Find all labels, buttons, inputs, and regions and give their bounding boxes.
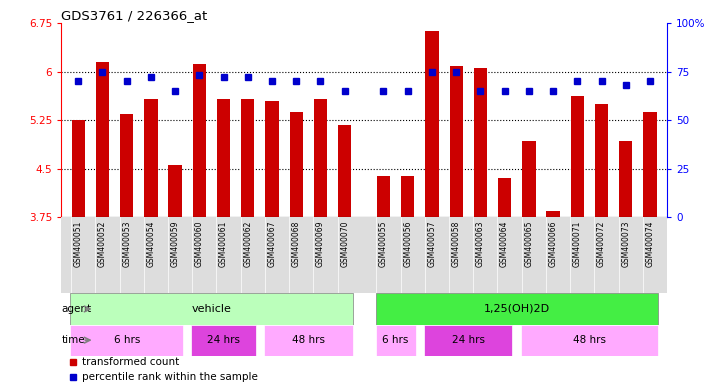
Bar: [265, 101, 279, 217]
Text: GSM400057: GSM400057: [428, 221, 436, 267]
Text: GSM400058: GSM400058: [451, 221, 461, 267]
Bar: [376, 324, 415, 356]
Bar: [120, 114, 133, 217]
Text: 48 hrs: 48 hrs: [292, 335, 325, 345]
Text: GSM400072: GSM400072: [597, 221, 606, 267]
Bar: [241, 99, 255, 217]
Bar: [264, 324, 353, 356]
Bar: [498, 178, 511, 217]
Bar: [449, 66, 463, 217]
Text: GSM400061: GSM400061: [219, 221, 228, 267]
Bar: [619, 141, 632, 217]
Text: 24 hrs: 24 hrs: [207, 335, 240, 345]
Text: 6 hrs: 6 hrs: [113, 335, 140, 345]
Bar: [377, 176, 390, 217]
Text: 6 hrs: 6 hrs: [382, 335, 409, 345]
Bar: [314, 99, 327, 217]
Text: GSM400064: GSM400064: [500, 221, 509, 267]
Text: GSM400070: GSM400070: [340, 221, 349, 267]
Bar: [290, 112, 303, 217]
Text: GSM400067: GSM400067: [267, 221, 277, 267]
Bar: [424, 324, 513, 356]
Text: GSM400059: GSM400059: [171, 221, 180, 267]
Bar: [547, 211, 559, 217]
Text: agent: agent: [61, 304, 92, 314]
Bar: [71, 120, 85, 217]
Text: GSM400055: GSM400055: [379, 221, 388, 267]
Bar: [521, 324, 658, 356]
Text: GSM400068: GSM400068: [292, 221, 301, 267]
Bar: [522, 141, 536, 217]
Text: GSM400052: GSM400052: [98, 221, 107, 267]
Text: 1,25(OH)2D: 1,25(OH)2D: [484, 304, 550, 314]
Text: GDS3761 / 226366_at: GDS3761 / 226366_at: [61, 9, 208, 22]
Bar: [595, 104, 609, 217]
Text: GSM400056: GSM400056: [403, 221, 412, 267]
Bar: [570, 96, 584, 217]
Text: GSM400060: GSM400060: [195, 221, 204, 267]
Text: GSM400066: GSM400066: [549, 221, 557, 267]
Bar: [192, 324, 256, 356]
Text: GSM400074: GSM400074: [645, 221, 655, 267]
Bar: [144, 99, 158, 217]
Bar: [643, 112, 657, 217]
Bar: [217, 99, 230, 217]
Text: GSM400054: GSM400054: [146, 221, 156, 267]
Text: GSM400065: GSM400065: [524, 221, 534, 267]
Text: GSM400053: GSM400053: [122, 221, 131, 267]
Text: GSM400073: GSM400073: [622, 221, 630, 267]
Bar: [474, 68, 487, 217]
Bar: [401, 176, 415, 217]
Bar: [193, 64, 206, 217]
Bar: [71, 324, 183, 356]
Bar: [376, 293, 658, 324]
Text: time: time: [61, 335, 85, 345]
Bar: [169, 166, 182, 217]
Text: transformed count: transformed count: [82, 358, 180, 367]
Text: percentile rank within the sample: percentile rank within the sample: [82, 372, 258, 382]
Text: GSM400071: GSM400071: [572, 221, 582, 267]
Bar: [338, 124, 351, 217]
Bar: [96, 62, 109, 217]
Text: GSM400063: GSM400063: [476, 221, 485, 267]
Text: 48 hrs: 48 hrs: [573, 335, 606, 345]
Text: GSM400051: GSM400051: [74, 221, 83, 267]
Bar: [425, 31, 438, 217]
Text: GSM400062: GSM400062: [243, 221, 252, 267]
Text: GSM400069: GSM400069: [316, 221, 325, 267]
Text: vehicle: vehicle: [192, 304, 231, 314]
Text: 24 hrs: 24 hrs: [452, 335, 485, 345]
Bar: [71, 293, 353, 324]
